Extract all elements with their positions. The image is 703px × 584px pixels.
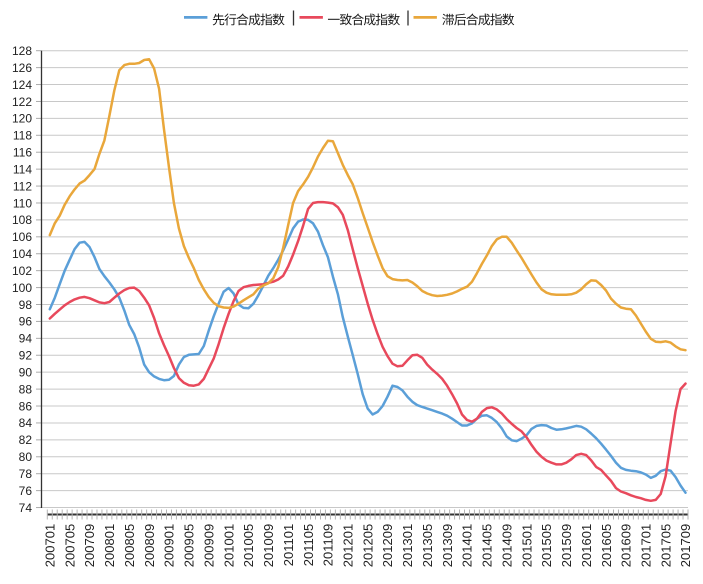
svg-text:200809: 200809 — [142, 524, 157, 567]
svg-text:200905: 200905 — [182, 524, 197, 567]
svg-text:90: 90 — [19, 365, 33, 379]
svg-text:201309: 201309 — [440, 524, 455, 567]
svg-text:92: 92 — [19, 349, 33, 363]
svg-text:201409: 201409 — [499, 524, 514, 567]
svg-text:201109: 201109 — [321, 524, 336, 566]
svg-text:76: 76 — [19, 484, 33, 498]
svg-text:200801: 200801 — [102, 524, 117, 567]
svg-text:78: 78 — [19, 467, 33, 481]
svg-text:100: 100 — [12, 281, 32, 295]
svg-text:201209: 201209 — [380, 524, 395, 567]
svg-text:104: 104 — [12, 247, 32, 261]
svg-text:110: 110 — [13, 196, 32, 210]
svg-text:82: 82 — [19, 433, 33, 447]
svg-text:124: 124 — [12, 78, 32, 92]
svg-text:200909: 200909 — [201, 524, 216, 567]
svg-text:88: 88 — [19, 382, 33, 396]
svg-text:80: 80 — [19, 450, 33, 464]
svg-text:102: 102 — [12, 264, 32, 278]
svg-text:201005: 201005 — [241, 524, 256, 567]
svg-text:200705: 200705 — [62, 524, 77, 567]
svg-text:116: 116 — [13, 146, 32, 160]
svg-text:201701: 201701 — [638, 524, 653, 567]
svg-text:201705: 201705 — [658, 524, 673, 567]
svg-text:86: 86 — [19, 399, 33, 413]
svg-text:201709: 201709 — [678, 524, 693, 567]
svg-text:200709: 200709 — [82, 524, 97, 567]
svg-text:201609: 201609 — [619, 524, 634, 567]
svg-text:74: 74 — [19, 501, 33, 515]
svg-text:201401: 201401 — [460, 524, 475, 567]
svg-text:108: 108 — [12, 213, 32, 227]
svg-text:128: 128 — [12, 44, 32, 58]
svg-text:106: 106 — [12, 230, 32, 244]
svg-text:94: 94 — [19, 332, 33, 346]
svg-text:200901: 200901 — [162, 524, 177, 567]
svg-text:201001: 201001 — [221, 524, 236, 567]
svg-text:114: 114 — [13, 162, 32, 176]
svg-text:201009: 201009 — [261, 524, 276, 567]
svg-text:201201: 201201 — [340, 524, 355, 567]
svg-text:201601: 201601 — [579, 524, 594, 567]
svg-text:201509: 201509 — [559, 524, 574, 567]
svg-text:201605: 201605 — [599, 524, 614, 567]
svg-text:200805: 200805 — [122, 524, 137, 567]
svg-text:201205: 201205 — [360, 524, 375, 567]
svg-text:200701: 200701 — [42, 524, 57, 567]
svg-text:126: 126 — [12, 61, 32, 75]
svg-text:201301: 201301 — [400, 524, 415, 567]
svg-text:201101: 201101 — [281, 524, 296, 566]
svg-text:120: 120 — [12, 112, 32, 126]
svg-text:201305: 201305 — [420, 524, 435, 567]
svg-text:201405: 201405 — [480, 524, 495, 567]
svg-text:84: 84 — [19, 416, 33, 430]
svg-text:98: 98 — [19, 298, 33, 312]
svg-text:201505: 201505 — [539, 524, 554, 567]
svg-text:118: 118 — [13, 129, 32, 143]
svg-text:201105: 201105 — [301, 524, 316, 566]
svg-text:201501: 201501 — [519, 524, 534, 567]
svg-text:96: 96 — [19, 315, 33, 329]
svg-text:122: 122 — [12, 95, 32, 109]
svg-text:112: 112 — [13, 179, 32, 193]
